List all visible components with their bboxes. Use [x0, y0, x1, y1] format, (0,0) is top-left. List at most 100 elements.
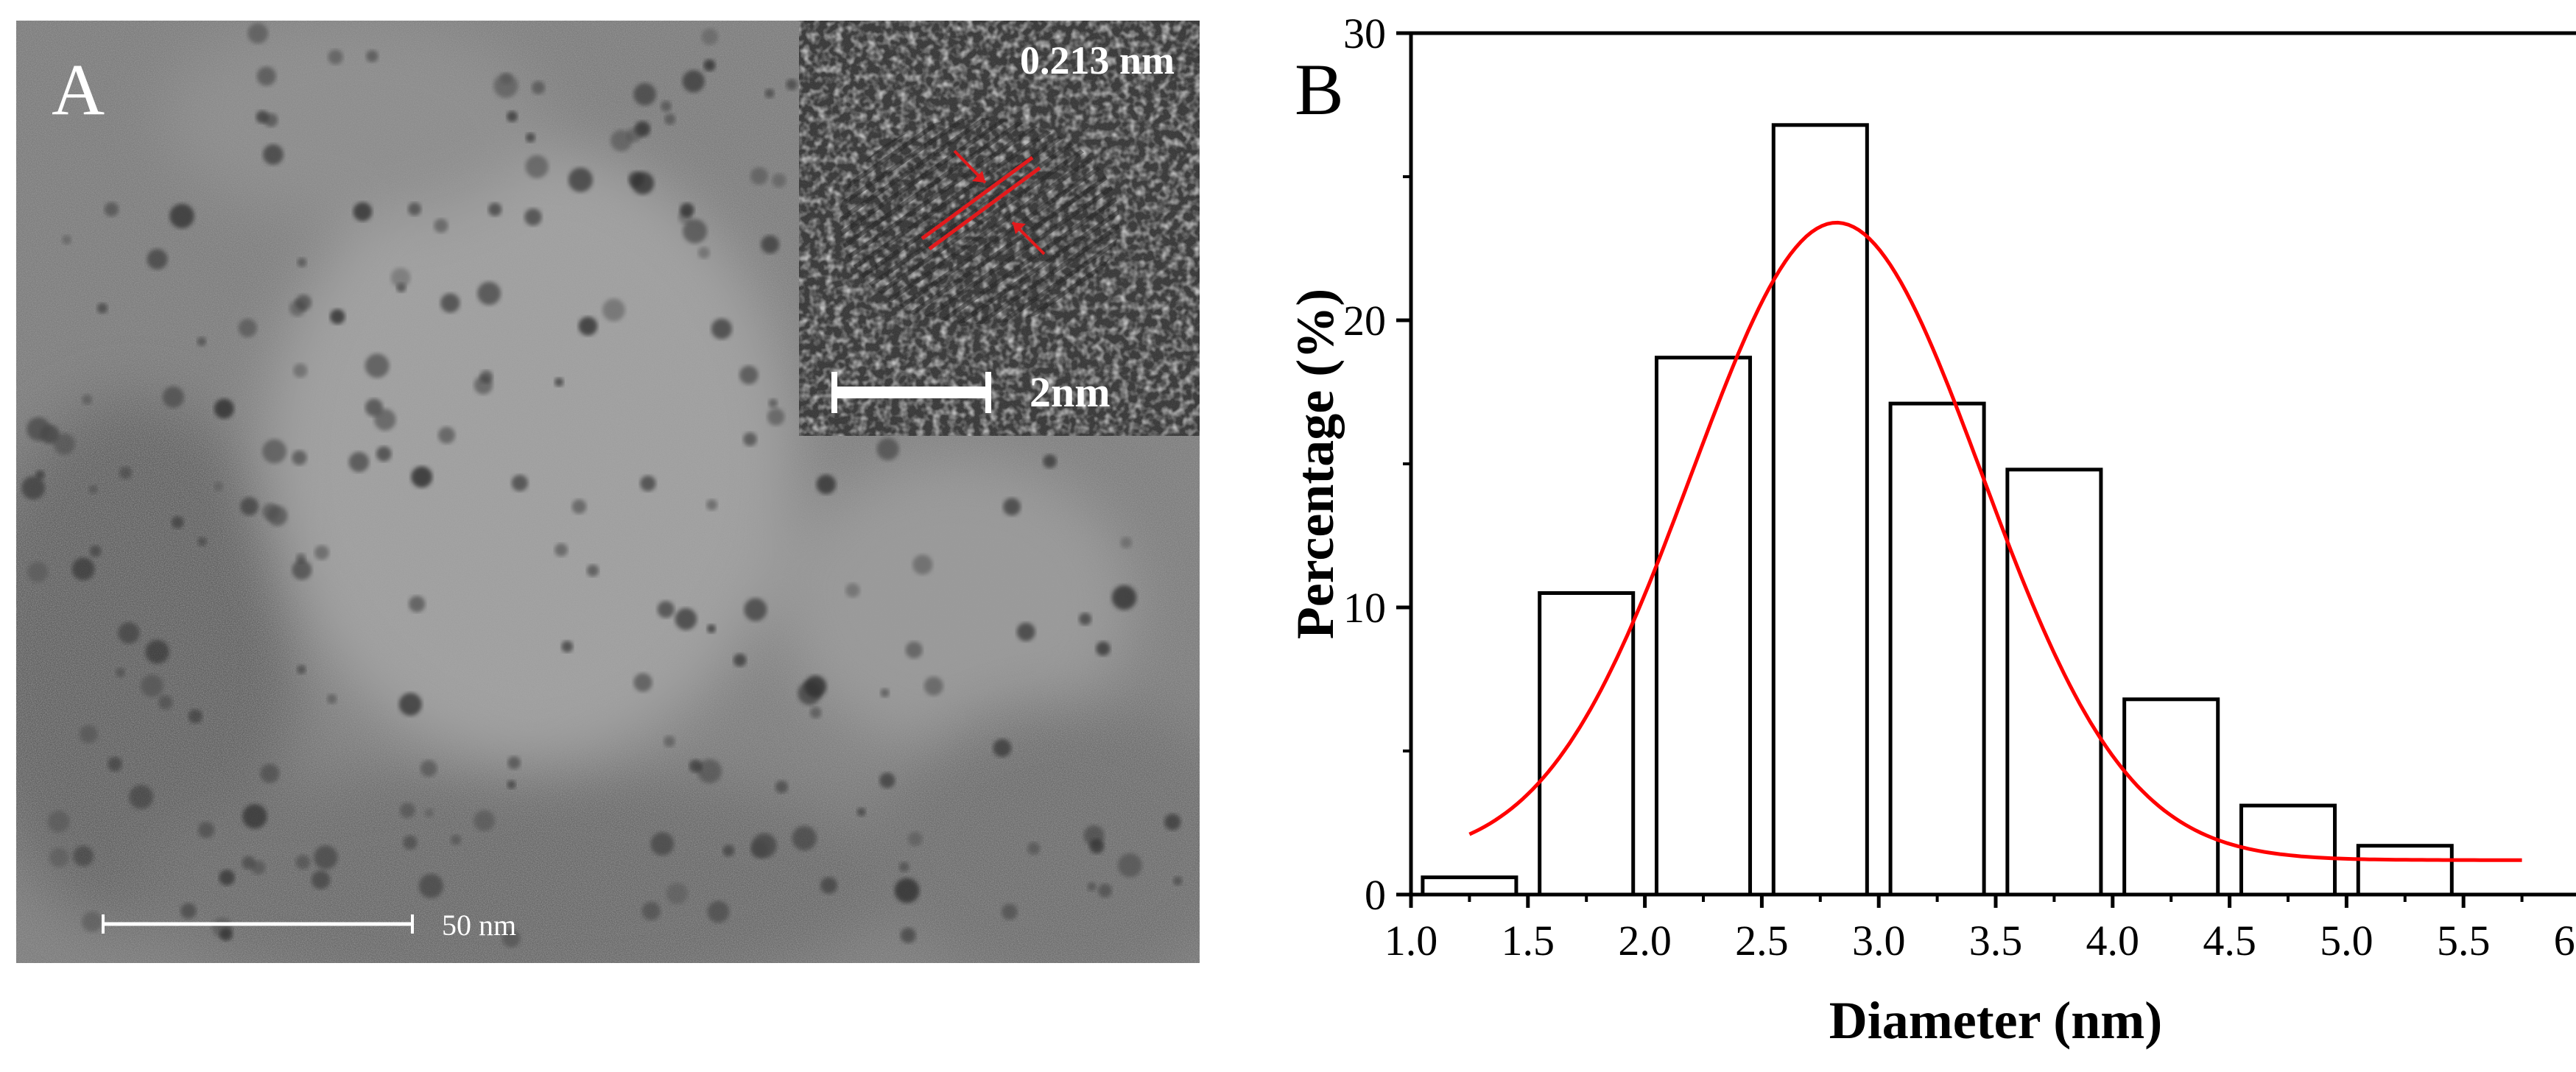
nanoparticle: [311, 870, 331, 889]
x-tick-label: 2.5: [1735, 917, 1789, 965]
nanoparticle: [297, 665, 306, 674]
nanoparticle: [47, 811, 70, 833]
nanoparticle: [768, 398, 778, 408]
x-tick-label: 3.0: [1852, 917, 1906, 965]
nanoparticle: [240, 497, 259, 516]
x-tick-label: 5.5: [2437, 917, 2491, 965]
y-tick-label: 10: [1343, 584, 1386, 632]
nanoparticle: [260, 764, 280, 783]
nanoparticle: [35, 470, 45, 480]
nanoparticle: [247, 23, 269, 44]
nanoparticle: [633, 673, 652, 692]
nanoparticle: [188, 709, 203, 724]
nanoparticle: [330, 308, 345, 325]
nanoparticle: [525, 133, 535, 143]
nanoparticle: [376, 446, 392, 462]
nanoparticle: [706, 499, 718, 511]
panel-label-b: B: [1295, 49, 1344, 130]
nanoparticle: [180, 903, 197, 919]
nanoparticle: [440, 293, 460, 313]
nanoparticle: [1043, 454, 1057, 468]
nanoparticle: [108, 756, 122, 772]
nanoparticle: [390, 267, 411, 288]
nanoparticle: [641, 901, 661, 920]
nanoparticle: [1111, 585, 1137, 610]
nanoparticle: [197, 822, 215, 839]
nanoparticles: [21, 23, 1183, 948]
nanoparticle: [399, 803, 415, 818]
nanoparticle: [348, 451, 370, 473]
x-tick-label: 6.0: [2554, 917, 2576, 965]
nanoparticle: [500, 73, 513, 85]
nanoparticle: [733, 653, 747, 667]
nanoparticle: [219, 870, 235, 886]
nanoparticle: [89, 545, 102, 557]
nanoparticle: [169, 203, 194, 229]
nanoparticle: [96, 303, 108, 314]
nanoparticle: [894, 878, 920, 903]
nanoparticle: [242, 804, 267, 829]
nanoparticle: [680, 202, 694, 217]
histogram-bar: [1888, 401, 1986, 897]
nanoparticle: [293, 363, 308, 378]
nanoparticle: [664, 736, 675, 747]
nanoparticle: [697, 759, 722, 783]
nanoparticle: [162, 386, 184, 409]
nanoparticle: [1079, 613, 1092, 626]
nanoparticle: [1027, 842, 1041, 855]
nanoparticle: [434, 219, 448, 233]
nanoparticle: [856, 807, 866, 817]
nanoparticle: [923, 676, 943, 696]
histogram-bars: [1421, 123, 2454, 897]
nanoparticle: [171, 516, 184, 529]
histogram-bar: [2005, 468, 2103, 897]
histogram-chart: B Percentage (%) Diameter (nm) 1.0 1.5 2.0…: [1286, 10, 2576, 1050]
nanoparticle: [49, 847, 69, 867]
nanoparticle: [586, 564, 599, 577]
nanoparticle: [1016, 622, 1035, 641]
x-tick-label: 2.0: [1618, 917, 1672, 965]
nanoparticle: [88, 484, 98, 494]
nanoparticle: [116, 667, 125, 677]
nanoparticle: [118, 622, 140, 644]
nanoparticle: [326, 694, 337, 705]
nanoparticle: [555, 543, 568, 557]
nanoparticle: [697, 247, 710, 259]
nanoparticle: [214, 482, 223, 491]
tem-scale-bar-label: 50 nm: [442, 909, 516, 942]
nanoparticle: [798, 681, 822, 705]
nanoparticle: [792, 825, 817, 851]
nanoparticle: [261, 503, 279, 521]
nanoparticle: [898, 861, 909, 872]
nanoparticle: [525, 155, 549, 178]
nanoparticle: [450, 834, 462, 845]
nanoparticle: [845, 583, 860, 598]
nanoparticle: [79, 724, 98, 744]
nanoparticle: [214, 398, 234, 419]
nanoparticle: [365, 398, 383, 417]
nanoparticle: [263, 144, 284, 165]
nanoparticle: [1002, 903, 1018, 920]
nanoparticle: [158, 695, 173, 710]
nanoparticle: [366, 50, 379, 63]
inset-scale-bar-label: 2nm: [1030, 368, 1111, 416]
nanoparticle: [744, 598, 767, 621]
nanoparticle: [650, 832, 675, 856]
nanoparticle: [353, 202, 373, 222]
nanoparticle: [739, 365, 759, 384]
nanoparticle: [242, 856, 256, 870]
nanoparticle: [900, 928, 916, 943]
nanoparticle: [104, 202, 119, 217]
tem-figure: 50 nm A 2nm 0.213 nm: [16, 21, 1200, 963]
panel-label-a: A: [52, 49, 105, 130]
x-axis-label: Diameter (nm): [1829, 991, 2163, 1050]
nanoparticle: [145, 640, 169, 664]
nanoparticle: [408, 202, 421, 216]
nanoparticle: [1096, 641, 1111, 656]
nanoparticle: [27, 417, 51, 441]
nanoparticle: [488, 202, 502, 216]
nanoparticle: [682, 70, 705, 93]
nanoparticle: [411, 466, 433, 488]
nanoparticle: [816, 474, 837, 495]
nanoparticle: [507, 780, 516, 789]
